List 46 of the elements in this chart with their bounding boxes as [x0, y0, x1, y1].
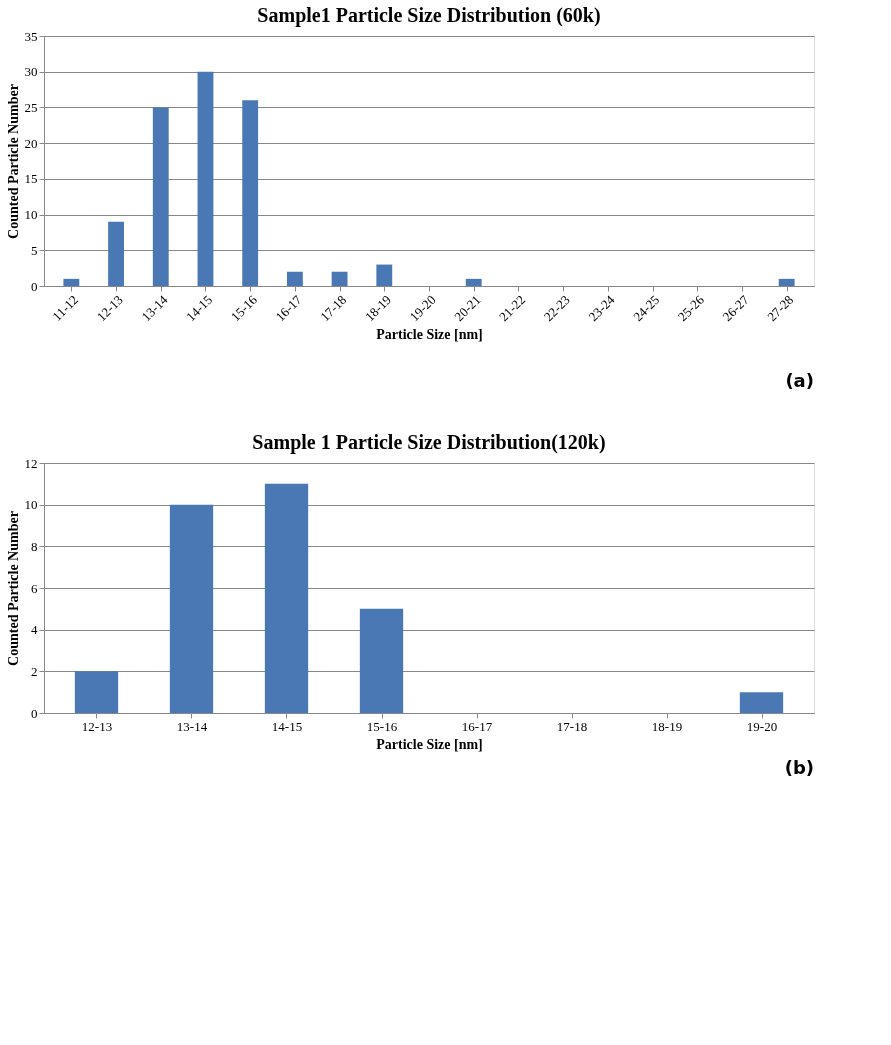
- y-tick-label: 0: [31, 705, 38, 721]
- chart-title: Sample 1 Particle Size Distribution(120k): [252, 431, 606, 454]
- bar: [197, 71, 214, 286]
- x-tick-label: 17-18: [556, 718, 588, 734]
- bar: [465, 278, 482, 286]
- y-tick-label: 30: [24, 64, 38, 80]
- y-tick-label: 0: [31, 278, 38, 294]
- y-tick-label: 15: [24, 171, 38, 187]
- y-tick-label: 20: [24, 135, 38, 151]
- bar: [74, 671, 119, 713]
- bar: [376, 264, 393, 286]
- text: (a): [785, 370, 814, 391]
- text: (b): [784, 757, 814, 778]
- bar: [169, 504, 214, 713]
- x-tick-label: 12-13: [81, 718, 113, 734]
- y-tick-label: 12: [24, 455, 38, 471]
- y-axis-title: Counted Particle Number: [5, 84, 21, 239]
- x-tick-label: 19-20: [746, 718, 778, 734]
- chart-title: Sample1 Particle Size Distribution (60k): [257, 4, 601, 27]
- bar: [264, 483, 309, 713]
- bar: [778, 278, 795, 286]
- y-tick-label: 4: [31, 622, 38, 638]
- x-axis-title: Particle Size [nm]: [376, 736, 483, 752]
- y-tick-label: 8: [31, 538, 38, 554]
- y-tick-label: 25: [24, 99, 38, 115]
- bar: [739, 692, 784, 713]
- x-tick-label: 18-19: [651, 718, 683, 734]
- y-tick-label: 2: [31, 663, 38, 679]
- bar: [108, 221, 124, 286]
- bar: [359, 608, 404, 713]
- bar: [63, 278, 80, 286]
- x-tick-label: 14-15: [271, 718, 303, 734]
- bar: [152, 107, 169, 286]
- bar: [242, 100, 259, 286]
- x-tick-label: 16-17: [461, 718, 493, 734]
- bar: [286, 271, 303, 286]
- y-axis-title: Counted Particle Number: [5, 511, 21, 666]
- x-tick-label: 15-16: [366, 718, 398, 734]
- y-tick-label: 6: [31, 580, 38, 596]
- x-axis-title: Particle Size [nm]: [376, 327, 483, 343]
- y-tick-label: 10: [24, 497, 38, 513]
- bar: [331, 271, 348, 286]
- y-tick-label: 10: [24, 207, 38, 223]
- x-tick-label: 13-14: [176, 718, 208, 734]
- y-tick-label: 5: [31, 242, 38, 258]
- y-tick-label: 35: [24, 28, 38, 44]
